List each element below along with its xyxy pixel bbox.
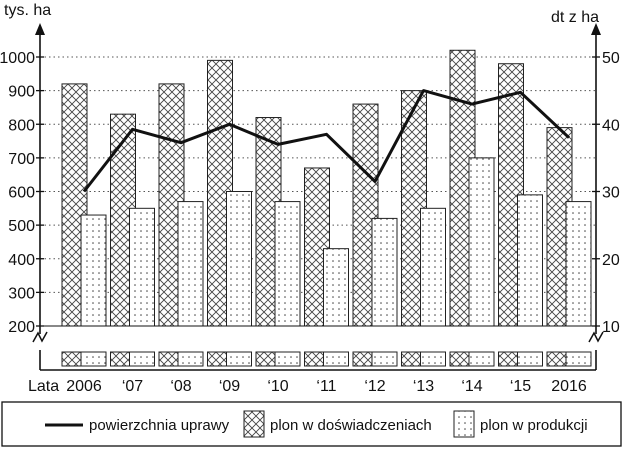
line-powierzchnia-uprawy [82,89,571,193]
x-tick-label: ‘07 [122,378,143,395]
x-tick-label: ‘15 [510,378,531,395]
legend-swatch-dots [453,410,475,438]
y-axis-left-break-mark [32,331,48,343]
bar-plon-w-produkcji [371,217,398,327]
bar-stub-plon-w-produkcji [517,351,543,367]
bar-stub-plon-w-produkcji [323,351,349,367]
bar-stub-plon-w-produkcji [226,351,252,367]
y-left-tick-label: 400 [8,252,35,269]
bar-stub-plon-w-produkcji [420,351,446,367]
x-tick-label: ‘14 [461,378,482,395]
bar-plon-w-produkcji [80,214,107,327]
bar-plon-w-produkcji [420,207,446,327]
y-axis-left-arrow [35,23,45,35]
x-tick-label: 2006 [66,378,102,395]
y-right-tick-label: 10 [602,319,620,336]
y-right-tick-label: 30 [602,185,620,202]
bar-plon-w-produkcji [517,194,543,327]
bar-plon-w-produkcji [274,201,301,327]
bar-plon-w-produkcji [177,201,204,327]
axis-break-gap [32,327,604,351]
y-left-tick-label: 700 [8,151,35,168]
y-left-tick-label: 1000 [0,50,35,67]
y-left-tick-label: 200 [8,319,35,336]
legend-swatch-crosshatch [243,410,265,438]
legend-box [1,401,622,447]
x-tick-label: ‘09 [219,378,240,395]
bar-stub-plon-w-produkcji [177,351,204,367]
y-axis-right-arrow [591,23,601,35]
bar-stub-plon-w-produkcji [129,351,155,367]
y-left-tick-label: 900 [8,84,35,101]
bar-plon-w-produkcji [129,207,155,327]
y-axis-right-title: dt z ha [551,9,599,26]
y-left-tick-label: 800 [8,117,35,134]
y-axis-right-break-mark [588,331,604,343]
bar-plon-w-produkcji [323,248,349,327]
x-tick-label: 2016 [551,378,587,395]
y-axis-left-title: tys. ha [4,2,51,19]
x-tick-label: ‘10 [267,378,288,395]
bar-stub-plon-w-produkcji [565,351,592,367]
y-left-tick-label: 600 [8,185,35,202]
x-tick-label: ‘08 [170,378,191,395]
x-tick-label: ‘11 [316,378,336,395]
bar-plon-w-produkcji [565,201,592,327]
y-right-tick-label: 20 [602,252,620,269]
x-tick-label: ‘12 [364,378,385,395]
x-tick-label: ‘13 [413,378,434,395]
legend-label-plon-w-doswiadczeniach: plon w doświadczeniach [270,417,432,434]
legend-label-plon-w-produkcji: plon w produkcji [480,417,588,434]
y-left-tick-label: 300 [8,285,35,302]
y-left-tick-label: 500 [8,218,35,235]
bar-stub-plon-w-produkcji [468,351,495,367]
bar-stub-plon-w-produkcji [371,351,398,367]
bar-stub-plon-w-produkcji [274,351,301,367]
bar-stub-plon-w-produkcji [80,351,107,367]
y-right-tick-label: 40 [602,117,620,134]
y-right-tick-label: 50 [602,50,620,67]
x-axis-title: Lata [28,378,59,395]
legend-label-powierzchnia-uprawy: powierzchnia uprawy [89,417,230,434]
bar-plon-w-produkcji [468,157,495,327]
bar-plon-w-produkcji [226,191,252,327]
